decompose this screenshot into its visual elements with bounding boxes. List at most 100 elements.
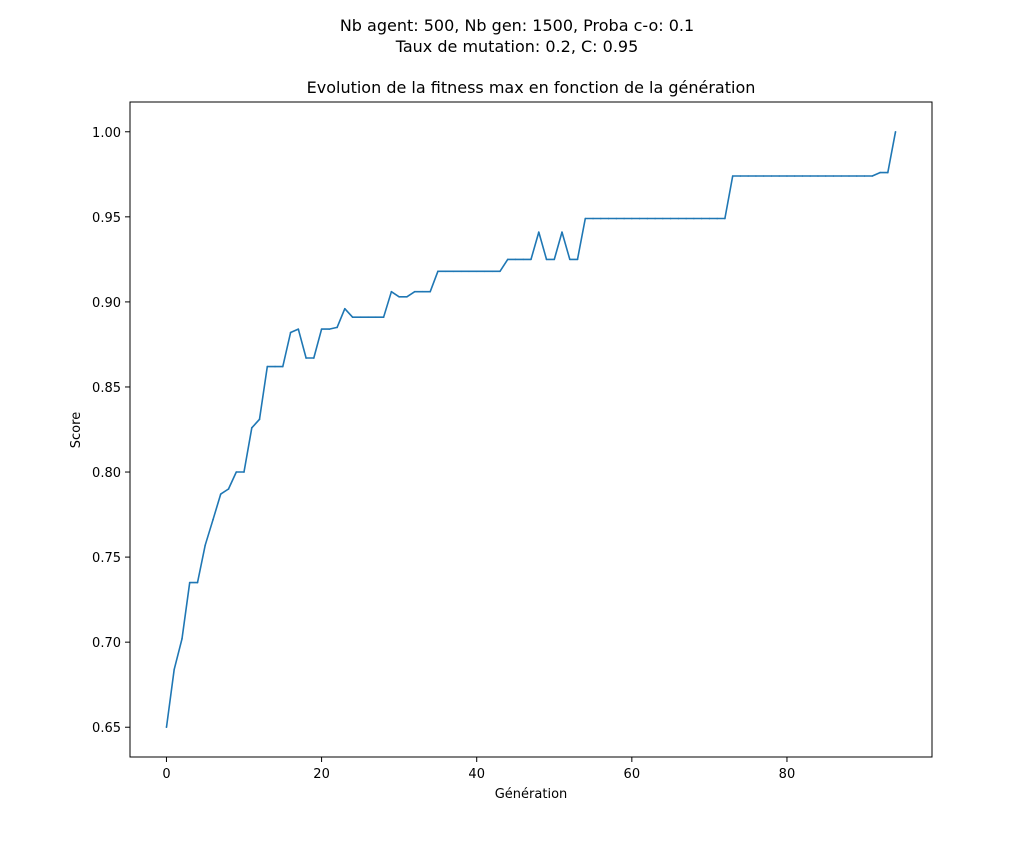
data-point <box>607 217 610 220</box>
data-point <box>755 175 757 177</box>
data-point <box>871 175 874 177</box>
data-point <box>390 290 393 293</box>
data-point <box>561 231 563 233</box>
data-point <box>258 418 261 421</box>
data-point <box>444 270 447 273</box>
y-axis-label: Score <box>69 412 84 448</box>
data-point <box>452 270 455 273</box>
data-point <box>406 295 408 298</box>
x-axis-label: Génération <box>495 787 568 802</box>
data-point <box>382 316 385 319</box>
data-point <box>824 175 827 177</box>
data-point <box>204 544 207 546</box>
data-point <box>499 270 501 273</box>
data-point <box>809 175 812 177</box>
data-point <box>320 328 323 330</box>
data-point <box>747 175 749 177</box>
data-point <box>576 258 579 261</box>
data-point <box>506 258 509 261</box>
x-tick-label: 60 <box>624 767 641 782</box>
data-point <box>568 258 571 261</box>
data-point <box>537 231 540 233</box>
data-point <box>367 316 369 319</box>
series-line <box>165 131 897 728</box>
data-point <box>886 171 889 174</box>
y-tick-label: 0.95 <box>92 211 121 226</box>
x-axis-ticks: 0 20 40 60 80 <box>162 757 795 782</box>
y-tick-label: 0.85 <box>92 381 121 396</box>
data-point <box>227 488 230 490</box>
data-point <box>693 217 695 220</box>
figure-suptitle-line-2: Taux de mutation: 0.2, C: 0.95 <box>395 37 639 56</box>
y-tick-label: 1.00 <box>92 126 121 141</box>
data-point <box>243 471 245 473</box>
data-point <box>545 258 548 261</box>
data-point <box>623 217 625 220</box>
data-point <box>398 295 400 298</box>
y-tick-label: 0.90 <box>92 296 121 311</box>
data-point <box>739 175 742 177</box>
data-point <box>181 637 183 640</box>
data-point <box>375 316 377 319</box>
data-point <box>266 365 269 368</box>
data-point <box>336 326 338 329</box>
data-point <box>553 258 556 261</box>
data-point <box>646 217 649 220</box>
data-point <box>289 331 292 334</box>
data-point <box>708 217 711 220</box>
y-tick-label: 0.70 <box>92 636 121 651</box>
data-point <box>491 270 494 273</box>
data-point <box>894 130 897 133</box>
x-tick-label: 40 <box>468 767 485 782</box>
data-point <box>638 217 641 220</box>
y-tick-label: 0.65 <box>92 721 121 736</box>
data-point <box>250 426 253 429</box>
data-point <box>662 217 664 220</box>
data-point <box>770 175 773 177</box>
data-point <box>530 258 532 261</box>
data-point <box>879 171 881 174</box>
data-point <box>344 307 346 310</box>
data-point <box>731 175 734 177</box>
data-point <box>669 217 672 220</box>
data-point <box>328 328 331 330</box>
data-point <box>863 175 866 177</box>
data-point <box>235 471 238 473</box>
data-point <box>855 175 858 177</box>
data-point <box>778 175 781 177</box>
data-point <box>212 518 214 521</box>
data-point <box>274 365 276 368</box>
data-point <box>413 290 416 293</box>
data-point <box>437 270 439 273</box>
x-tick-label: 0 <box>162 767 170 782</box>
data-point <box>615 217 618 220</box>
data-point <box>297 328 300 330</box>
data-point <box>631 217 633 220</box>
data-point <box>421 290 424 293</box>
data-point <box>196 581 199 584</box>
plot-frame <box>129 101 933 758</box>
data-point <box>762 175 765 177</box>
data-point <box>654 217 656 220</box>
data-point <box>173 668 176 671</box>
data-point <box>677 217 680 220</box>
data-point <box>584 217 587 220</box>
x-tick-label: 20 <box>313 767 330 782</box>
y-axis-ticks: 0.65 0.70 0.75 0.80 0.85 0.90 0.95 1.00 <box>92 126 130 736</box>
data-point <box>786 175 788 177</box>
data-point <box>840 175 843 177</box>
chart-title: Evolution de la fitness max en fonction … <box>306 78 756 97</box>
y-tick-label: 0.80 <box>92 466 121 481</box>
data-point <box>817 175 819 177</box>
data-point <box>832 175 835 177</box>
data-point <box>165 726 168 729</box>
data-point <box>716 217 718 220</box>
data-point <box>848 175 850 177</box>
data-point <box>281 365 284 368</box>
figure-suptitle-line-1: Nb agent: 500, Nb gen: 1500, Proba c-o: … <box>339 16 695 35</box>
data-point <box>219 493 222 495</box>
data-point <box>429 290 431 293</box>
data-point <box>468 270 470 273</box>
y-tick-label: 0.75 <box>92 551 121 566</box>
